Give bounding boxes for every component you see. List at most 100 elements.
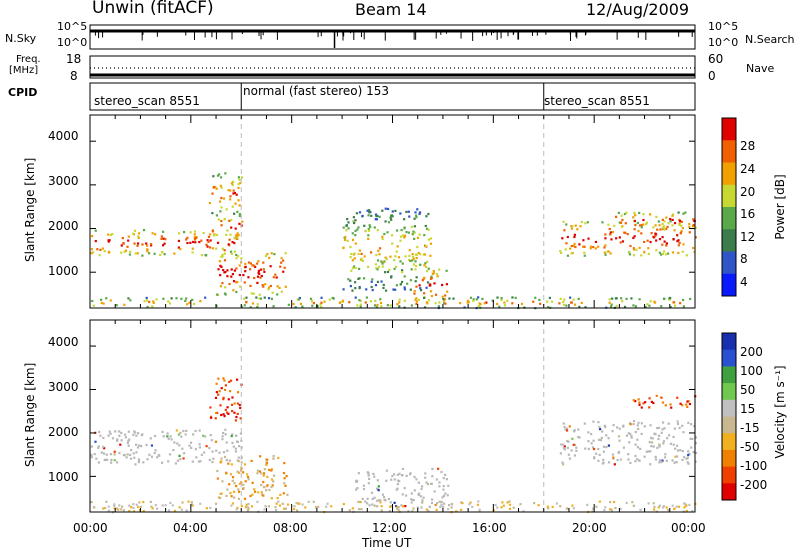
range-gate-cell [404, 504, 407, 508]
range-gate-cell [444, 294, 447, 297]
range-gate-cell [257, 260, 260, 263]
range-gate-cell [589, 245, 593, 248]
range-gate-cell [215, 247, 218, 250]
range-gate-cell [214, 417, 217, 420]
range-gate-cell [694, 236, 697, 239]
range-gate-cell [287, 303, 290, 306]
range-gate-cell [399, 260, 402, 263]
range-gate-cell [483, 302, 486, 305]
range-gate-cell [438, 481, 441, 484]
range-gate-cell [378, 253, 381, 256]
xtick-1200: 12:00 [372, 521, 407, 535]
range-gate-cell [259, 268, 262, 271]
range-gate-cell [398, 480, 401, 483]
range-gate-cell [210, 416, 213, 419]
range-gate-cell [686, 405, 689, 409]
range-gate-cell [238, 403, 241, 407]
range-gate-cell [391, 242, 394, 245]
range-gate-cell [208, 446, 211, 450]
range-gate-cell [401, 262, 404, 265]
power-colorbar-swatch [722, 118, 736, 141]
range-gate-cell [235, 508, 238, 511]
range-gate-cell [447, 504, 451, 507]
range-gate-cell [563, 448, 566, 451]
range-gate-cell [572, 244, 575, 248]
range-gate-cell [568, 425, 571, 428]
range-gate-cell [601, 430, 604, 433]
range-gate-cell [266, 458, 269, 461]
range-gate-cell [675, 505, 678, 508]
range-gate-cell [647, 252, 650, 255]
power-ylabel: Slant Range [km] [23, 157, 37, 262]
range-gate-cell [426, 281, 430, 284]
range-gate-cell [632, 423, 635, 426]
range-gate-cell [260, 493, 264, 496]
range-gate-cell [675, 461, 678, 464]
range-gate-cell [185, 297, 188, 300]
range-gate-cell [655, 239, 658, 242]
range-gate-cell [534, 296, 537, 299]
range-gate-cell [124, 436, 128, 439]
range-gate-cell [611, 453, 615, 456]
range-gate-cell [547, 507, 550, 510]
range-gate-cell [119, 508, 122, 511]
range-gate-cell [213, 234, 216, 237]
range-gate-cell [656, 446, 659, 449]
range-gate-cell [358, 299, 361, 302]
range-gate-cell [348, 509, 351, 512]
range-gate-cell [224, 433, 227, 436]
range-gate-cell [233, 236, 236, 240]
range-gate-cell [389, 501, 392, 504]
range-gate-cell [694, 442, 697, 445]
range-gate-cell [572, 298, 575, 301]
range-gate-cell [357, 252, 360, 256]
range-gate-cell [661, 226, 664, 229]
range-gate-cell [220, 206, 223, 209]
range-gate-cell [355, 479, 358, 482]
range-gate-cell [667, 222, 670, 225]
range-gate-cell [477, 296, 480, 299]
range-gate-cell [396, 507, 399, 510]
range-gate-cell [407, 510, 410, 513]
range-gate-cell [640, 432, 643, 436]
range-gate-cell [362, 484, 366, 487]
range-gate-cell [478, 510, 481, 513]
range-gate-cell [199, 300, 202, 303]
range-gate-cell [215, 502, 218, 505]
range-gate-cell [325, 505, 328, 508]
range-gate-cell [249, 306, 252, 309]
range-gate-cell [632, 248, 636, 251]
range-gate-cell [125, 456, 128, 459]
range-gate-cell [594, 452, 598, 455]
range-gate-cell [575, 446, 578, 449]
range-gate-cell [692, 246, 695, 250]
range-gate-cell [435, 272, 439, 276]
range-gate-cell [377, 489, 380, 492]
range-gate-cell [410, 268, 413, 271]
range-gate-cell [678, 218, 681, 222]
range-gate-cell [146, 458, 149, 461]
range-gate-cell [221, 247, 224, 250]
range-gate-cell [351, 232, 354, 235]
range-gate-cell [657, 434, 661, 437]
range-gate-cell [385, 469, 388, 472]
range-gate-cell [239, 417, 242, 420]
velocity-cbtick-m15: -15 [740, 421, 760, 435]
range-gate-cell [261, 284, 264, 287]
range-gate-cell [445, 283, 448, 286]
range-gate-cell [109, 299, 112, 302]
range-gate-cell [352, 265, 356, 268]
range-gate-cell [602, 445, 606, 448]
range-gate-cell [91, 234, 94, 238]
range-gate-cell [637, 427, 640, 431]
range-gate-cell [216, 233, 219, 237]
range-gate-cell [657, 506, 660, 509]
range-gate-cell [286, 503, 290, 506]
range-gate-cell [206, 245, 209, 248]
range-gate-cell [137, 458, 141, 461]
range-gate-cell [240, 461, 243, 464]
range-gate-cell [688, 402, 692, 406]
xtick-0000-end: 00:00 [671, 521, 706, 535]
xtick-2000: 20:00 [572, 521, 607, 535]
range-gate-cell [195, 456, 198, 459]
